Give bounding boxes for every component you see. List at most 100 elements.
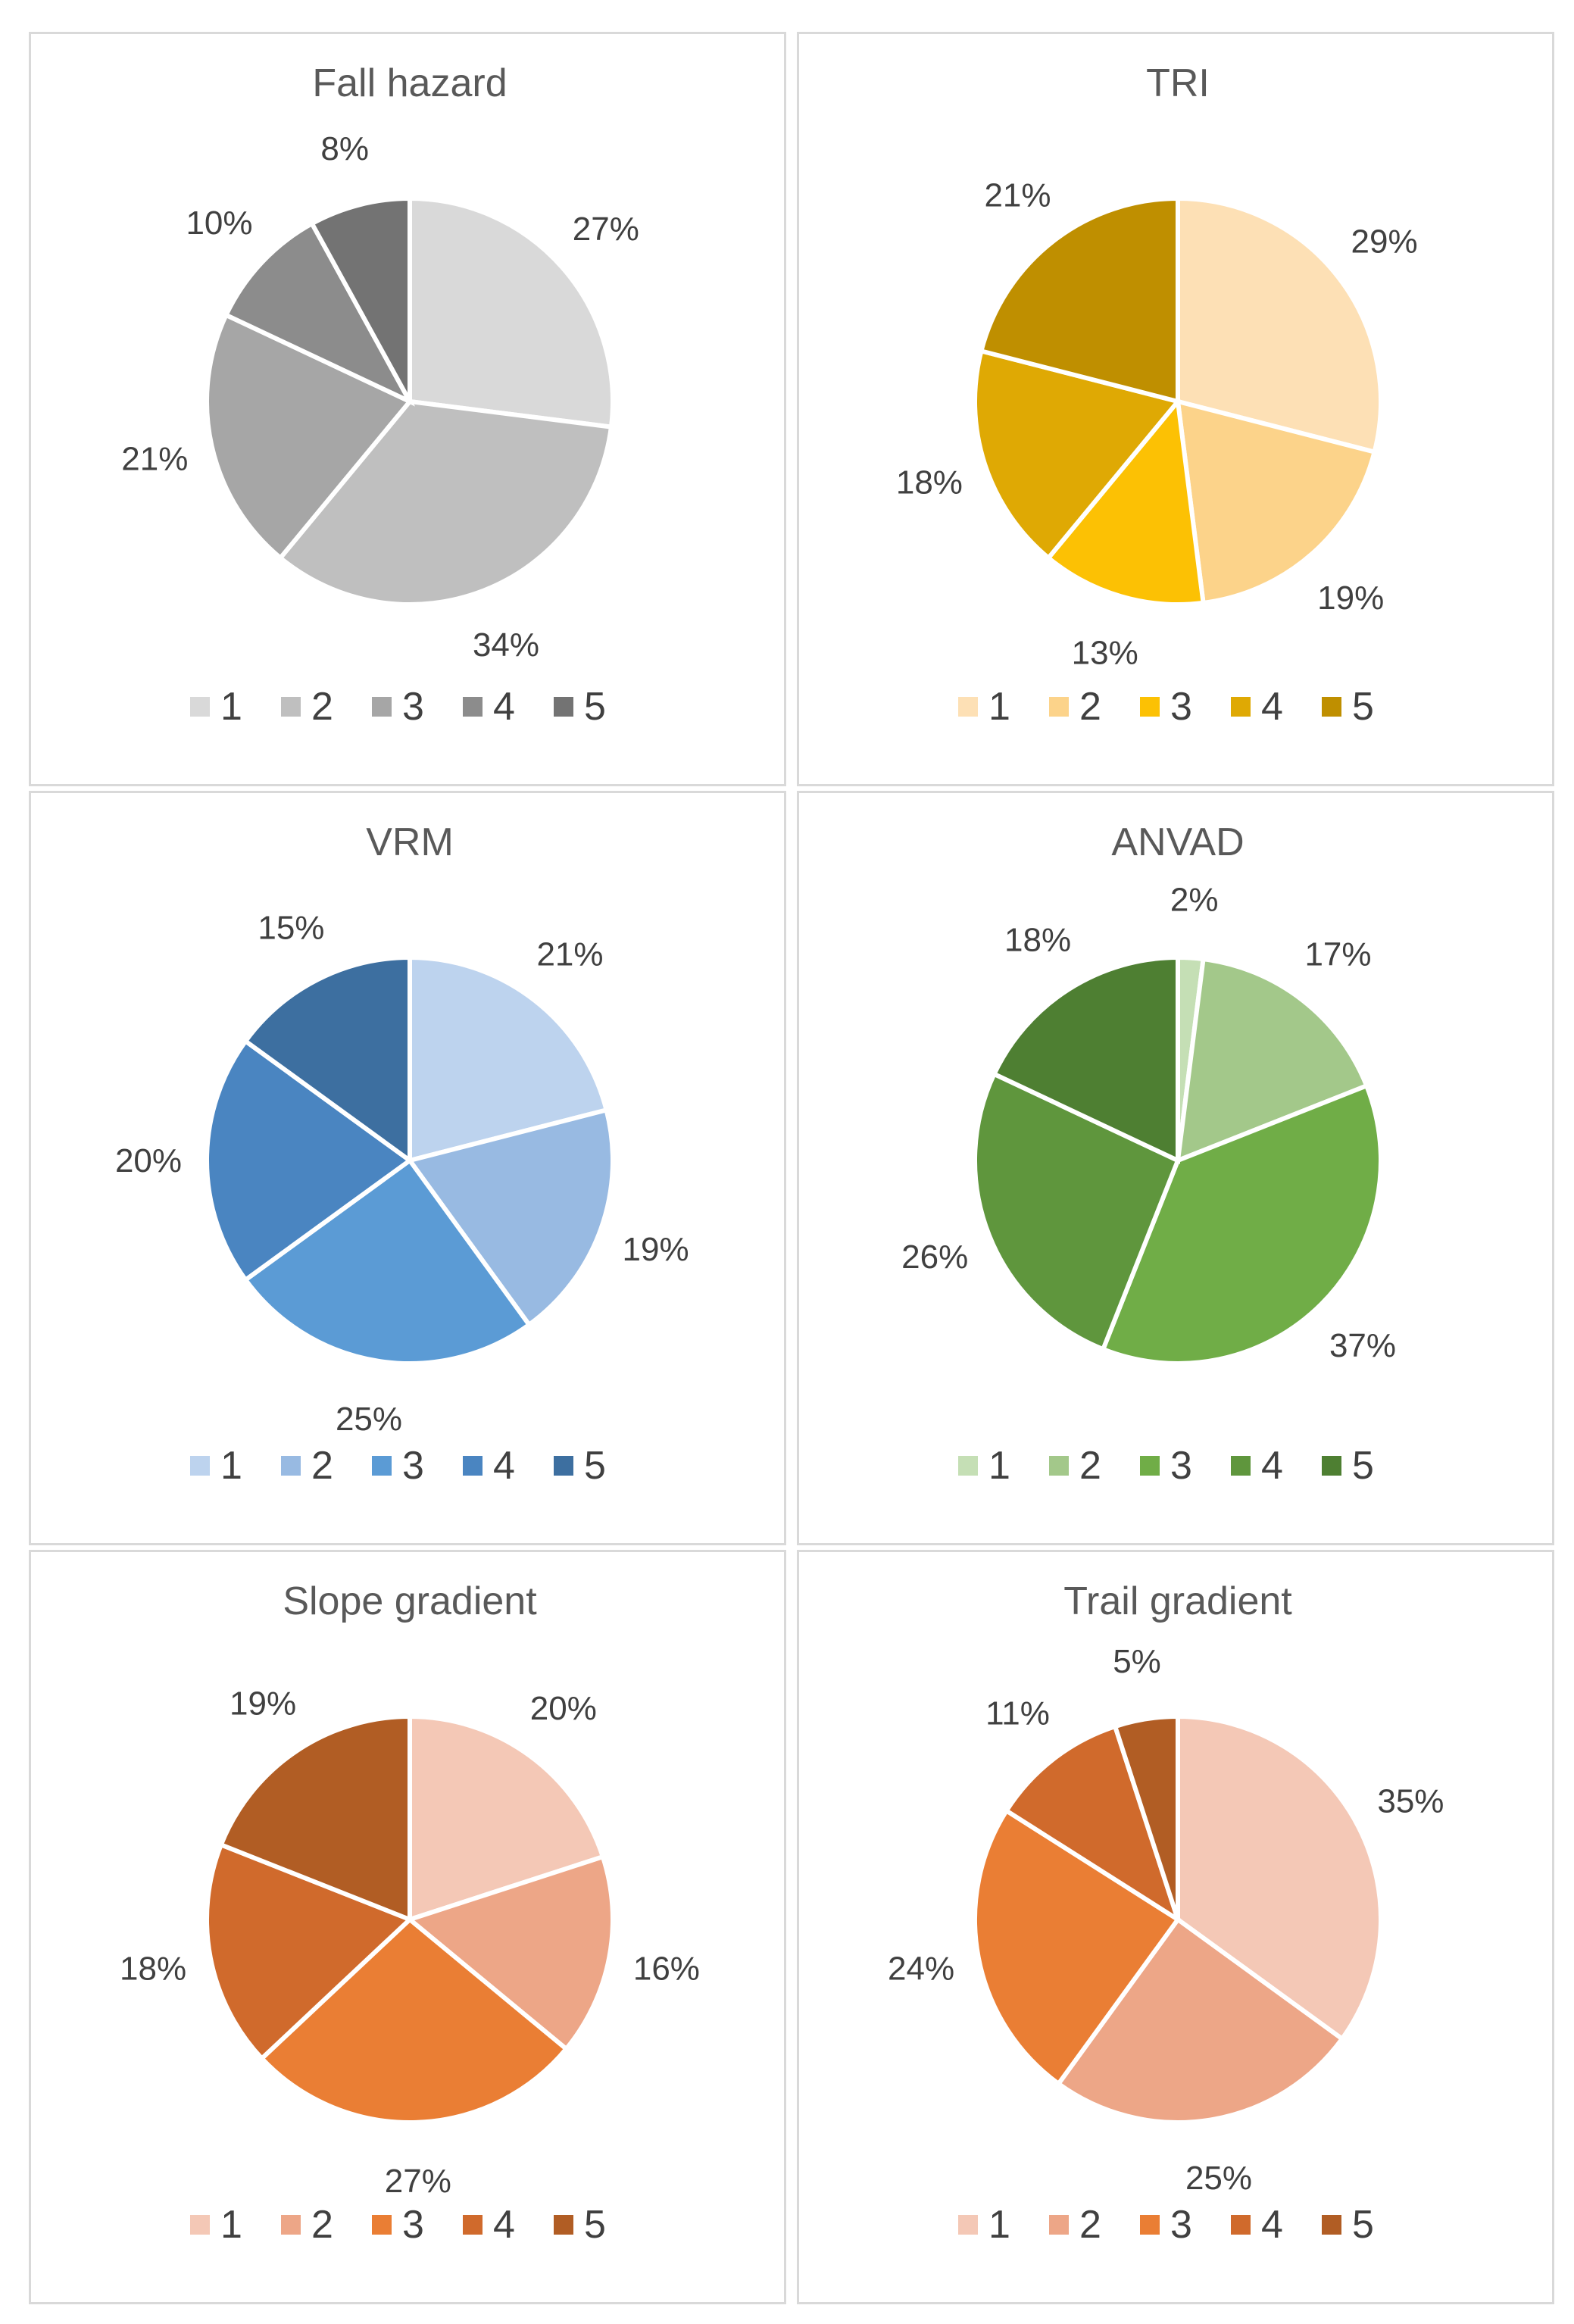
pie-chart-slope-gradient: Slope gradient 20% 16% 27% 18% 19% 1 2 3 4 5 xyxy=(120,1579,700,2247)
legend-label-fall-hazard-5: 5 xyxy=(584,685,606,729)
pie-slice-fall-hazard-3 xyxy=(205,311,414,561)
chart-title-anvad: ANVAD xyxy=(1111,820,1244,864)
legend-swatch-tri-5 xyxy=(1322,697,1341,717)
legend-label-trail-gradient-2: 2 xyxy=(1079,2203,1101,2247)
data-label-trail-gradient-2: 25% xyxy=(1185,2160,1252,2197)
pie-slice-trail-gradient-3 xyxy=(973,1807,1182,2088)
legend-label-anvad-2: 2 xyxy=(1079,1444,1101,1488)
pie-slice-anvad-3 xyxy=(1100,1082,1383,1366)
data-label-tri-3: 13% xyxy=(1072,634,1138,671)
legend-label-anvad-4: 4 xyxy=(1261,1444,1283,1488)
pie-slice-fall-hazard-1 xyxy=(408,195,615,430)
data-label-slope-gradient-5: 19% xyxy=(230,1685,296,1723)
data-label-anvad-1: 2% xyxy=(1170,882,1219,919)
pie-slice-fall-hazard-4 xyxy=(223,220,416,407)
data-label-slope-gradient-4: 18% xyxy=(120,1951,186,1988)
legend-swatch-anvad-2 xyxy=(1049,1456,1069,1476)
legend-label-trail-gradient-3: 3 xyxy=(1170,2203,1192,2247)
pie-chart-tri: TRI 29% 19% 13% 18% 21% 1 2 3 4 5 xyxy=(896,61,1418,729)
data-label-fall-hazard-1: 27% xyxy=(573,211,639,248)
pie-slice-vrm-3 xyxy=(242,1157,532,1366)
legend-swatch-anvad-3 xyxy=(1140,1456,1160,1476)
legend-label-fall-hazard-4: 4 xyxy=(493,685,515,729)
legend-swatch-slope-gradient-5 xyxy=(554,2215,573,2235)
legend-label-trail-gradient-1: 1 xyxy=(988,2203,1010,2247)
pie-slice-trail-gradient-5 xyxy=(1112,1713,1180,1920)
legend-swatch-slope-gradient-4 xyxy=(463,2215,483,2235)
legend-swatch-trail-gradient-2 xyxy=(1049,2215,1069,2235)
chart-title-trail-gradient: Trail gradient xyxy=(1063,1579,1292,1623)
legend-label-slope-gradient-5: 5 xyxy=(584,2203,606,2247)
legend-label-tri-4: 4 xyxy=(1261,685,1283,729)
data-label-slope-gradient-3: 27% xyxy=(385,2163,451,2200)
chart-panel-trail-gradient: Trail gradient 35% 25% 24% 11% 5% 1 2 3 4 5 xyxy=(797,1550,1554,2304)
data-label-trail-gradient-5: 5% xyxy=(1113,1643,1161,1680)
data-label-trail-gradient-1: 35% xyxy=(1377,1782,1444,1820)
legend-label-vrm-5: 5 xyxy=(584,1444,606,1488)
legend-label-tri-2: 2 xyxy=(1079,685,1101,729)
chart-panel-anvad: ANVAD 2% 17% 37% 26% 18% 1 2 3 4 5 xyxy=(797,791,1554,1545)
data-label-tri-2: 19% xyxy=(1317,579,1384,617)
legend-swatch-tri-1 xyxy=(958,697,978,717)
legend-swatch-tri-4 xyxy=(1231,697,1251,717)
data-label-tri-1: 29% xyxy=(1351,223,1418,261)
legend-swatch-vrm-4 xyxy=(463,1456,483,1476)
legend-label-fall-hazard-2: 2 xyxy=(311,685,333,729)
legend-swatch-trail-gradient-4 xyxy=(1231,2215,1251,2235)
legend-label-trail-gradient-5: 5 xyxy=(1352,2203,1374,2247)
pie-slice-tri-4 xyxy=(973,348,1182,561)
pie-slice-trail-gradient-2 xyxy=(1055,1916,1346,2125)
data-label-slope-gradient-2: 16% xyxy=(633,1951,700,1988)
data-label-anvad-2: 17% xyxy=(1304,936,1371,973)
legend-swatch-vrm-3 xyxy=(372,1456,392,1476)
pie-chart-trail-gradient: Trail gradient 35% 25% 24% 11% 5% 1 2 3 4 5 xyxy=(888,1579,1444,2247)
pie-slice-vrm-2 xyxy=(405,1107,615,1329)
pie-chart-fall-hazard: Fall hazard 27% 34% 21% 10% 8% 1 2 3 4 5 xyxy=(121,61,639,729)
legend-swatch-fall-hazard-1 xyxy=(190,697,210,717)
legend-label-trail-gradient-4: 4 xyxy=(1261,2203,1283,2247)
chart-panel-vrm: VRM 21% 19% 25% 20% 15% 1 2 3 4 5 xyxy=(29,791,786,1545)
pie-chart-anvad: ANVAD 2% 17% 37% 26% 18% 1 2 3 4 5 xyxy=(901,820,1396,1488)
data-label-vrm-4: 20% xyxy=(115,1142,182,1179)
legend-label-anvad-5: 5 xyxy=(1352,1444,1374,1488)
legend-label-anvad-1: 1 xyxy=(988,1444,1010,1488)
chart-panel-fall-hazard: Fall hazard 27% 34% 21% 10% 8% 1 2 3 4 5 xyxy=(29,32,786,786)
legend-swatch-trail-gradient-3 xyxy=(1140,2215,1160,2235)
data-label-tri-5: 21% xyxy=(984,176,1051,214)
legend-label-slope-gradient-1: 1 xyxy=(220,2203,242,2247)
legend-swatch-vrm-2 xyxy=(281,1456,301,1476)
data-label-fall-hazard-5: 8% xyxy=(320,130,369,167)
legend-label-slope-gradient-4: 4 xyxy=(493,2203,515,2247)
chart-panel-tri: TRI 29% 19% 13% 18% 21% 1 2 3 4 5 xyxy=(797,32,1554,786)
data-label-slope-gradient-1: 20% xyxy=(530,1690,597,1727)
pie-slice-fall-hazard-5 xyxy=(308,195,412,403)
pie-slice-trail-gradient-4 xyxy=(1003,1723,1182,1925)
legend-label-tri-3: 3 xyxy=(1170,685,1192,729)
legend-swatch-fall-hazard-4 xyxy=(463,697,483,717)
legend-swatch-slope-gradient-2 xyxy=(281,2215,301,2235)
pie-slice-anvad-2 xyxy=(1175,956,1370,1164)
pie-slice-tri-3 xyxy=(1045,395,1206,607)
legend-label-vrm-3: 3 xyxy=(402,1444,424,1488)
legend-label-fall-hazard-3: 3 xyxy=(402,685,424,729)
pie-slice-vrm-5 xyxy=(242,954,412,1165)
data-label-trail-gradient-3: 24% xyxy=(888,1951,954,1988)
pie-slice-tri-2 xyxy=(1175,398,1378,606)
legend-swatch-tri-3 xyxy=(1140,697,1160,717)
data-label-vrm-3: 25% xyxy=(336,1401,402,1438)
pie-slice-slope-gradient-5 xyxy=(217,1713,412,1923)
legend-swatch-trail-gradient-1 xyxy=(958,2215,978,2235)
legend-swatch-slope-gradient-3 xyxy=(372,2215,392,2235)
legend-label-slope-gradient-3: 3 xyxy=(402,2203,424,2247)
data-label-trail-gradient-4: 11% xyxy=(985,1695,1050,1732)
data-label-anvad-4: 26% xyxy=(901,1239,968,1276)
data-label-vrm-1: 21% xyxy=(536,936,603,973)
pie-slice-trail-gradient-1 xyxy=(1176,1713,1383,2042)
chart-panel-slope-gradient: Slope gradient 20% 16% 27% 18% 19% 1 2 3 4 5 xyxy=(29,1550,786,2304)
data-label-anvad-3: 37% xyxy=(1329,1327,1396,1364)
legend-label-vrm-2: 2 xyxy=(311,1444,333,1488)
legend-label-slope-gradient-2: 2 xyxy=(311,2203,333,2247)
pie-slice-tri-1 xyxy=(1176,195,1383,455)
legend-swatch-vrm-1 xyxy=(190,1456,210,1476)
chart-title-tri: TRI xyxy=(1146,61,1210,105)
